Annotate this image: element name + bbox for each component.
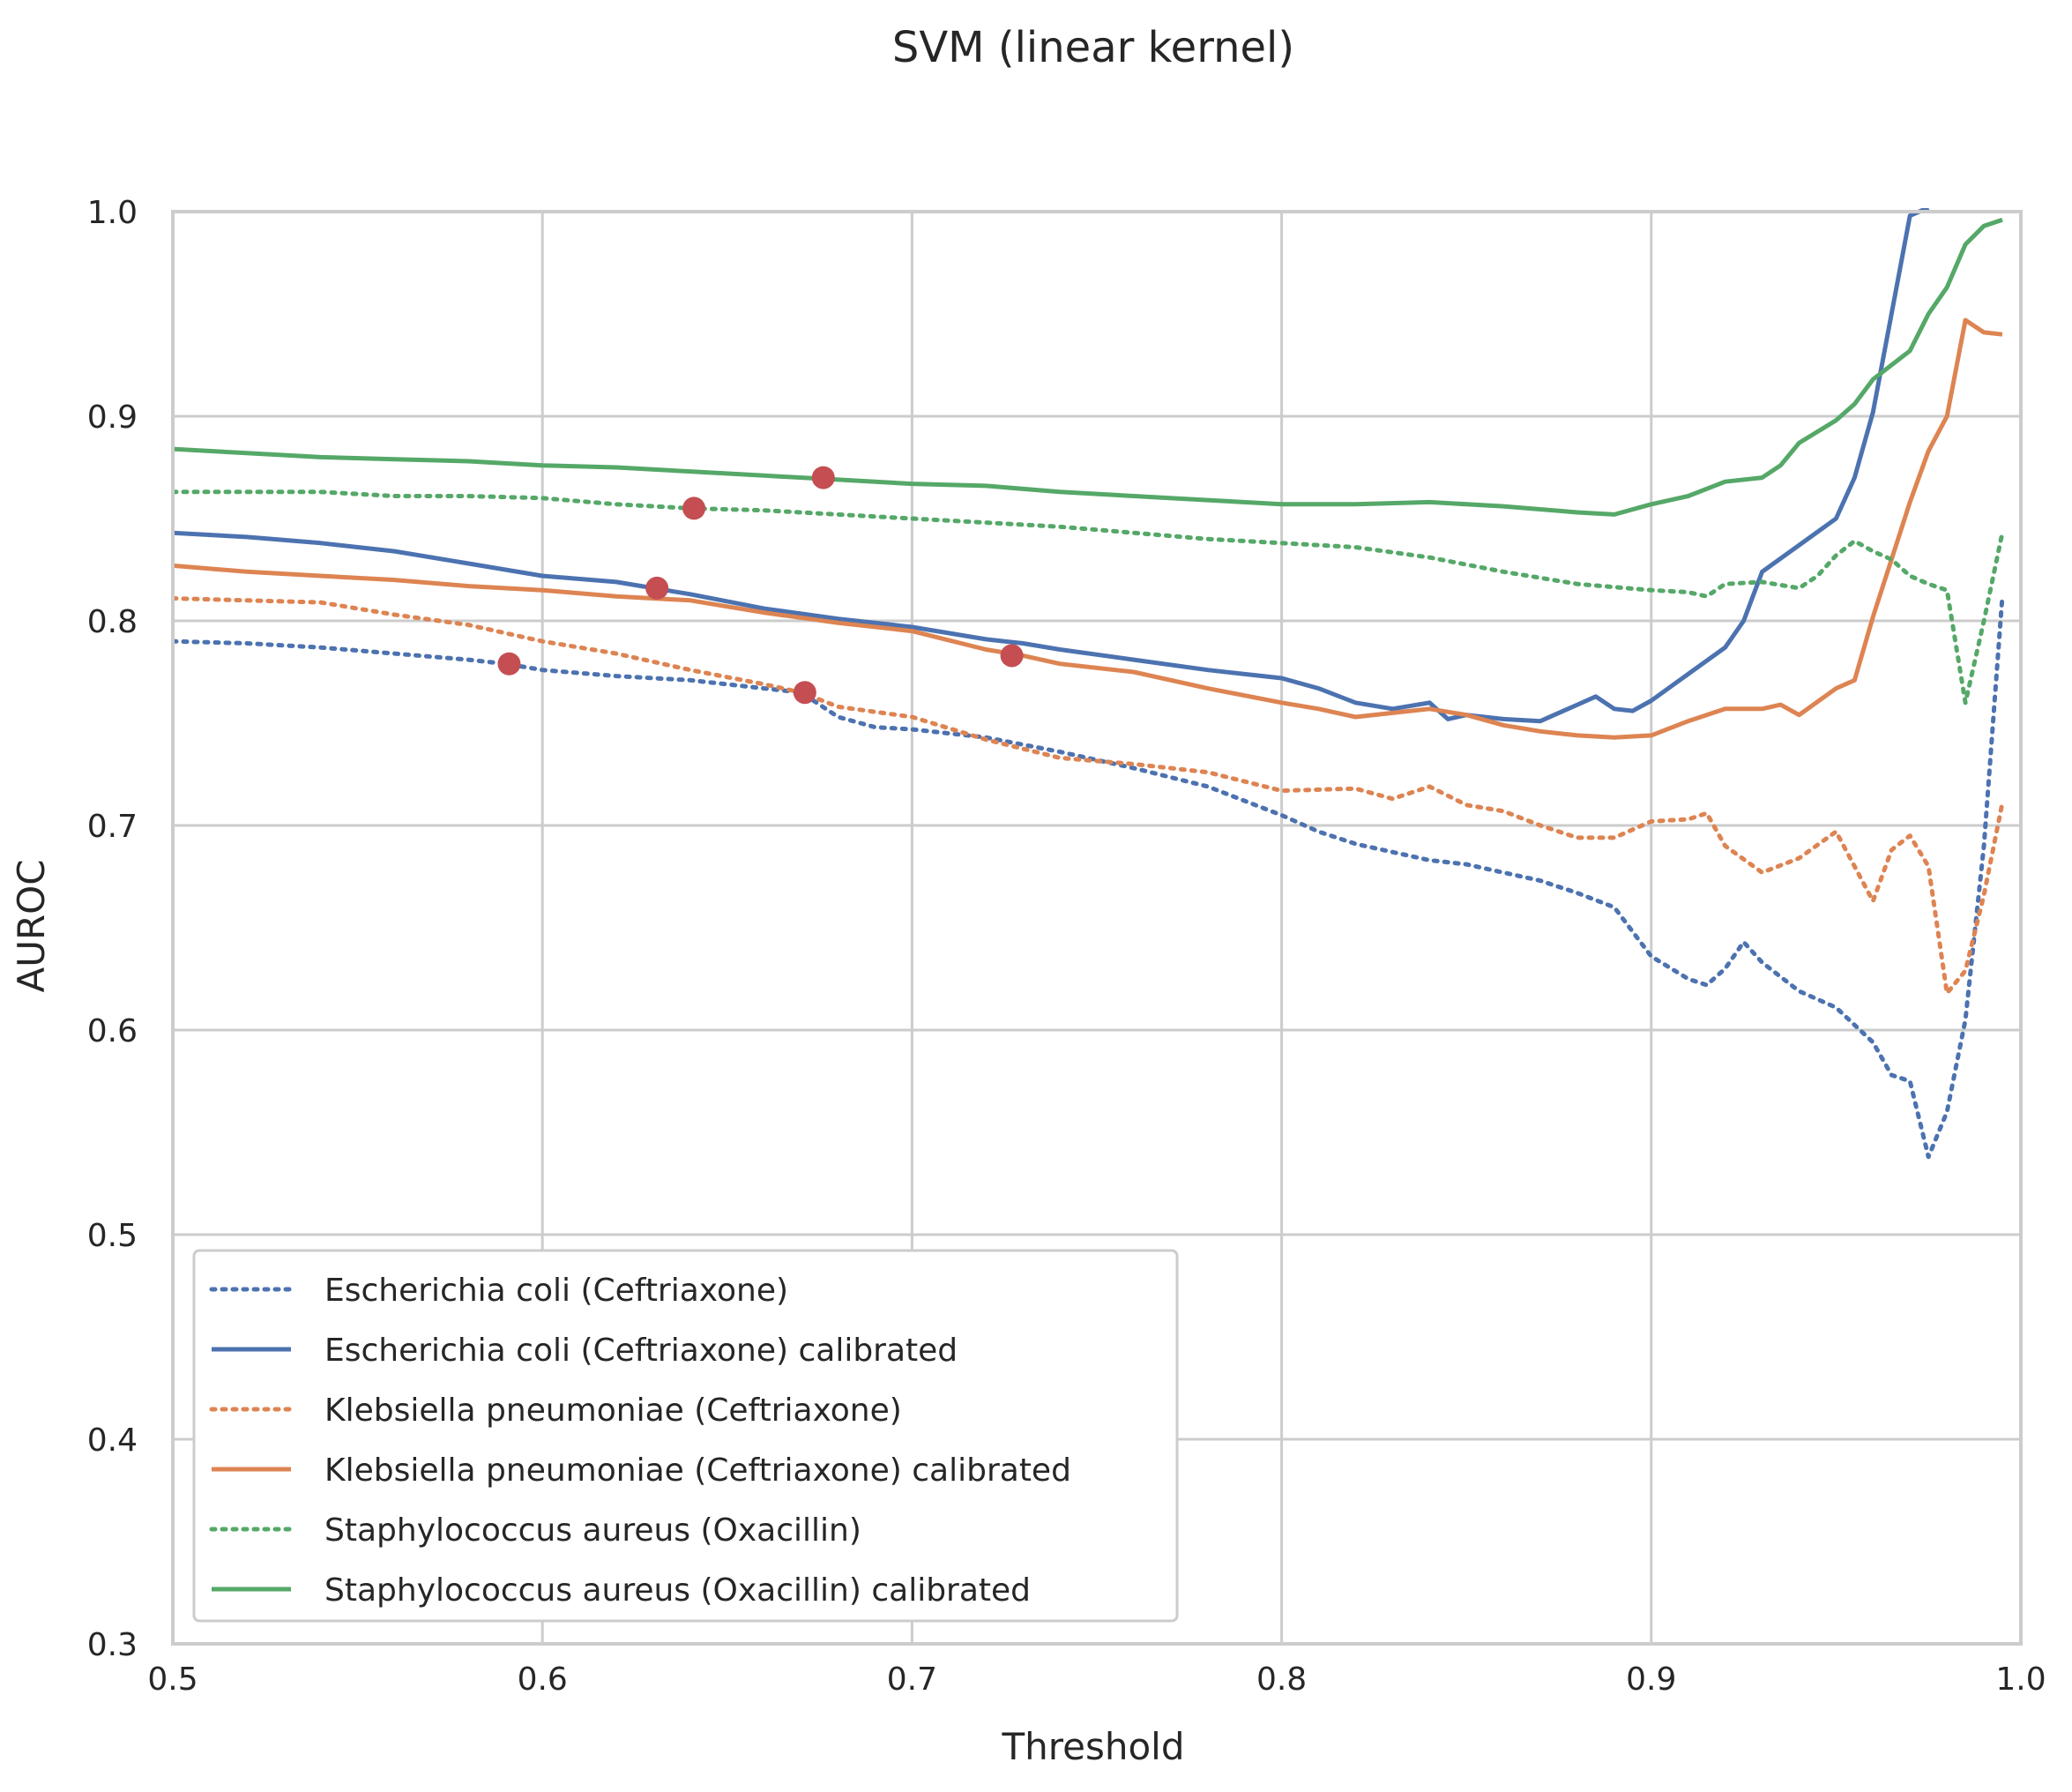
legend-label: Staphylococcus aureus (Oxacillin) calibr…: [324, 1572, 1031, 1609]
y-tick-label: 0.8: [87, 604, 138, 640]
y-tick-label: 0.5: [87, 1218, 138, 1254]
series-line-1: [173, 594, 2005, 1160]
plot-frame: [171, 210, 2023, 1646]
legend-label: Escherichia coli (Ceftriaxone): [324, 1273, 788, 1309]
series-line-2: [173, 208, 1930, 724]
threshold-marker: [682, 497, 706, 520]
y-tick-label: 0.9: [87, 399, 138, 436]
x-tick-label: 0.7: [887, 1661, 937, 1698]
threshold-marker: [793, 681, 816, 705]
y-tick-label: 0.3: [87, 1627, 138, 1663]
threshold-marker: [497, 652, 521, 676]
y-tick-label: 0.7: [87, 809, 138, 845]
legend-label: Staphylococcus aureus (Oxacillin): [324, 1512, 861, 1549]
x-tick-label: 0.9: [1626, 1661, 1676, 1698]
x-tick-label: 0.8: [1256, 1661, 1307, 1698]
legend-box: [192, 1249, 1179, 1623]
tick-labels: 0.5 0.6 0.7 0.8 0.9 1.0 0.3 0.4 0.5 0.6 0.7 0.8 0.9 1…: [87, 195, 2046, 1698]
legend-label: Klebsiella pneumoniae (Ceftriaxone) cali…: [324, 1452, 1071, 1489]
series-line-6: [173, 217, 2003, 517]
legend-label: Escherichia coli (Ceftriaxone) calibrate…: [324, 1333, 958, 1369]
series-lines: [173, 208, 2005, 1160]
y-tick-label: 1.0: [87, 195, 138, 231]
optimal-threshold-markers: [497, 466, 1024, 705]
x-axis-label: Threshold: [1002, 1725, 1185, 1768]
series-line-3: [173, 596, 2005, 996]
legend: Escherichia coli (Ceftriaxone) Escherichi…: [192, 1249, 1179, 1623]
threshold-marker: [811, 466, 835, 489]
y-axis-label: AUROC: [10, 859, 53, 992]
series-line-5: [173, 489, 2005, 706]
x-tick-label: 0.6: [518, 1661, 568, 1698]
threshold-marker: [1000, 644, 1024, 668]
threshold-marker: [645, 576, 669, 600]
x-tick-label: 1.0: [1995, 1661, 2046, 1698]
y-tick-label: 0.6: [87, 1013, 138, 1049]
chart-title: SVM (linear kernel): [892, 23, 1294, 72]
legend-label: Klebsiella pneumoniae (Ceftriaxone): [324, 1393, 902, 1429]
y-tick-label: 0.4: [87, 1422, 138, 1459]
x-tick-label: 0.5: [147, 1661, 198, 1698]
series-line-4: [173, 317, 2003, 740]
